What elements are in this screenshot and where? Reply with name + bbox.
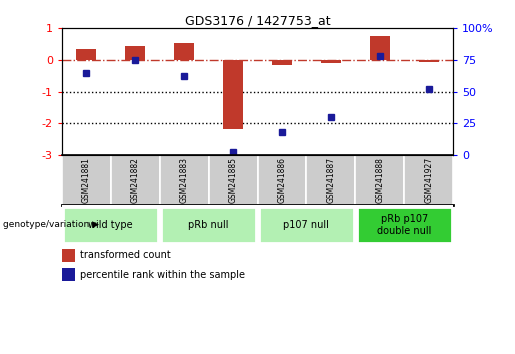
Text: pRb null: pRb null <box>188 220 229 230</box>
Bar <box>62 249 75 262</box>
Text: GSM241885: GSM241885 <box>229 157 237 203</box>
Bar <box>355 155 404 205</box>
Bar <box>161 207 256 243</box>
Text: p107 null: p107 null <box>283 220 330 230</box>
Text: GSM241888: GSM241888 <box>375 157 384 203</box>
Bar <box>419 60 438 62</box>
Bar <box>258 155 306 205</box>
Bar <box>209 155 258 205</box>
Bar <box>174 42 194 60</box>
Text: GSM241887: GSM241887 <box>327 157 335 203</box>
Text: percentile rank within the sample: percentile rank within the sample <box>80 270 245 280</box>
Bar <box>111 155 160 205</box>
Bar <box>160 155 209 205</box>
Bar <box>357 207 452 243</box>
Text: GSM241882: GSM241882 <box>131 157 140 203</box>
Text: GSM241886: GSM241886 <box>278 157 286 203</box>
Bar <box>63 207 158 243</box>
Bar <box>370 36 389 60</box>
Bar <box>125 46 145 60</box>
Bar <box>404 155 453 205</box>
Bar <box>259 207 354 243</box>
Bar <box>223 60 243 130</box>
Text: pRb p107
double null: pRb p107 double null <box>377 214 432 236</box>
Bar <box>62 155 111 205</box>
Text: GSM241927: GSM241927 <box>424 157 433 203</box>
Bar <box>272 60 291 65</box>
Title: GDS3176 / 1427753_at: GDS3176 / 1427753_at <box>185 14 330 27</box>
Text: GSM241881: GSM241881 <box>82 157 91 203</box>
Bar <box>306 155 355 205</box>
Text: transformed count: transformed count <box>80 250 170 260</box>
Bar <box>76 49 96 60</box>
Text: genotype/variation ▶: genotype/variation ▶ <box>3 220 99 229</box>
Bar <box>321 60 340 63</box>
Bar <box>62 268 75 281</box>
Text: wild type: wild type <box>89 220 133 230</box>
Text: GSM241883: GSM241883 <box>180 157 188 203</box>
